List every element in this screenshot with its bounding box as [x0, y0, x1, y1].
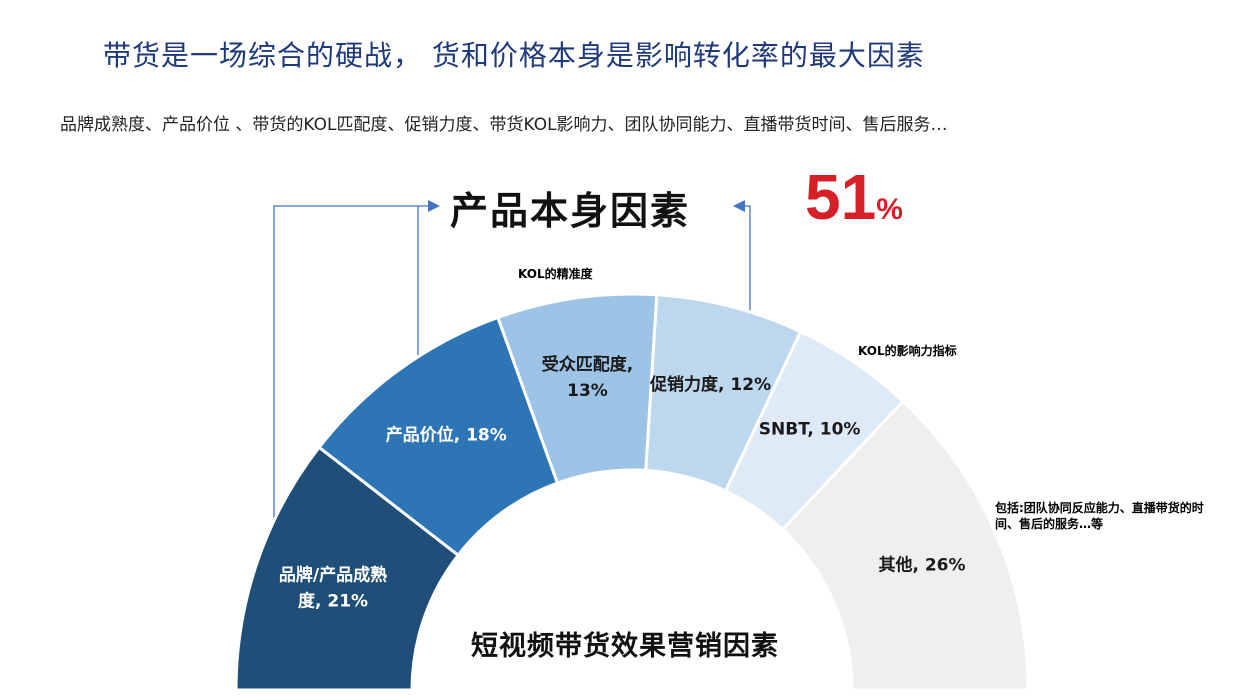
product-factor-percent-unit: % — [876, 193, 903, 226]
note-others: 包括:团队协同反应能力、直播带货的时间、售后的服务…等 — [995, 501, 1204, 531]
page-subtitle: 品牌成熟度、产品价位 、带货的KOL匹配度、促销力度、带货KOL影响力、团队协同… — [60, 115, 948, 135]
product-factor-headline: 产品本身因素 — [450, 189, 691, 233]
slice-label-4: SNBT, 10% — [759, 420, 861, 440]
product-factor-percent-value: 51 — [805, 161, 877, 233]
chart-slices — [234, 292, 1030, 692]
slice-5 — [780, 399, 1030, 692]
slice-label-0: 品牌/产品成熟度, 21% — [279, 565, 387, 612]
slice-label-5: 其他, 26% — [878, 555, 965, 576]
note-kol-influence: KOL的影响力指标 — [858, 344, 957, 358]
slice-label-1: 产品价位, 18% — [386, 424, 507, 445]
page-title: 带货是一场综合的硬战， 货和价格本身是影响转化率的最大因素 — [103, 39, 925, 72]
note-kol-precision: KOL的精准度 — [518, 267, 593, 281]
chart-slice-labels: 品牌/产品成熟度, 21% 产品价位, 18% 受众匹配度, 13% 促销力度, 12%… — [279, 354, 966, 611]
bracket-arrow-left — [428, 200, 440, 212]
bracket-right-line — [743, 205, 751, 325]
chart-title: 短视频带货效果营销因素 — [471, 631, 779, 662]
bracket-outer-left-line — [273, 205, 430, 600]
bracket-arrow-right — [733, 200, 745, 212]
product-factor-percent: 51% — [805, 160, 903, 234]
slice-label-3: 促销力度, 12% — [649, 374, 771, 395]
slice-label-2: 受众匹配度, 13% — [542, 354, 633, 401]
